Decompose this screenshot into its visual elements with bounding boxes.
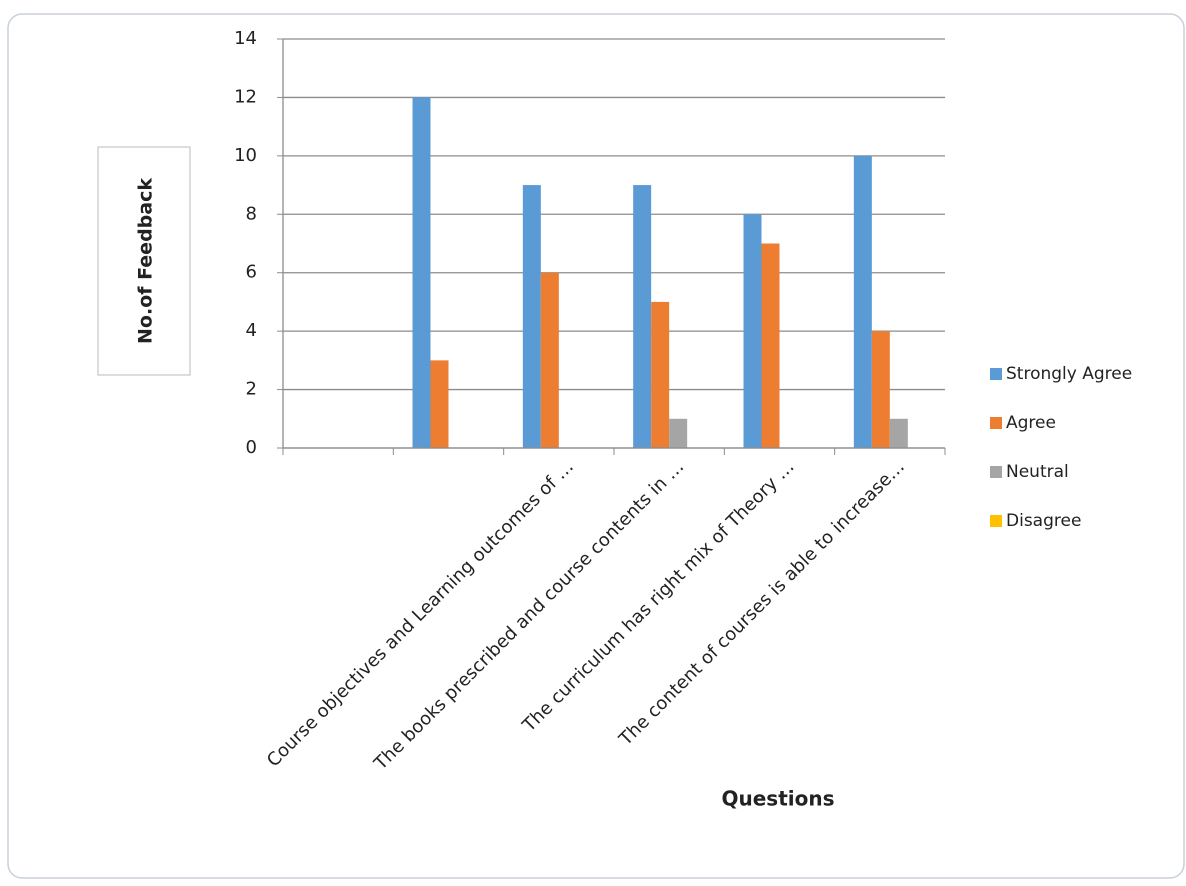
legend-swatch (990, 368, 1002, 380)
y-tick-label: 0 (246, 437, 257, 458)
y-tick-label: 10 (234, 145, 257, 166)
bar (633, 185, 652, 449)
legend-label: Neutral (1006, 462, 1069, 482)
y-tick-label: 8 (246, 203, 257, 224)
y-tick-label: 12 (234, 86, 257, 107)
y-axis-title: No.of Feedback (135, 178, 157, 344)
x-axis-title: Questions (721, 787, 834, 811)
bar (871, 331, 890, 448)
y-tick-label: 6 (246, 262, 257, 283)
bar (430, 360, 449, 448)
bar (540, 272, 559, 448)
bar (889, 418, 908, 448)
legend-swatch (990, 466, 1002, 478)
bar (412, 97, 431, 448)
bar (522, 185, 541, 449)
bar (761, 243, 780, 448)
legend-label: Disagree (1006, 511, 1081, 531)
bar (743, 214, 762, 448)
legend-label: Strongly Agree (1006, 364, 1132, 384)
y-title-box (97, 146, 191, 376)
chart-frame (7, 13, 1185, 879)
bar (853, 155, 872, 448)
bar (651, 301, 670, 448)
y-tick-label: 4 (246, 320, 257, 341)
y-tick-label: 14 (234, 28, 257, 49)
legend-label: Agree (1006, 413, 1056, 433)
legend-swatch (990, 417, 1002, 429)
y-tick-label: 2 (246, 379, 257, 400)
bar (669, 418, 688, 448)
legend-swatch (990, 515, 1002, 527)
